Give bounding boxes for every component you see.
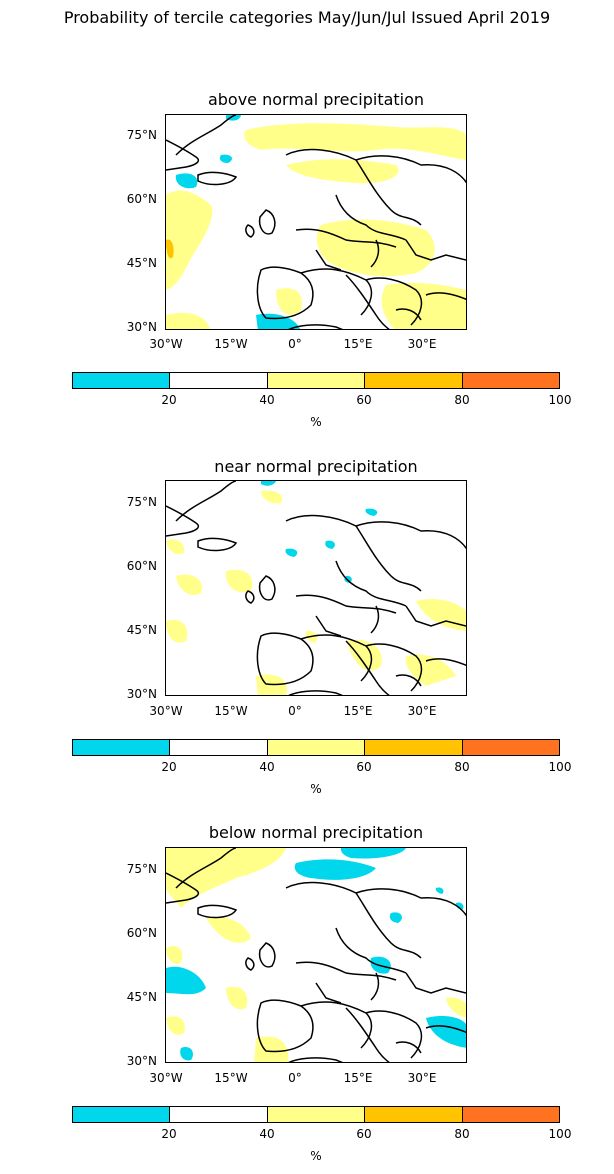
x-tick-30e: 30°E xyxy=(407,1071,437,1085)
colorbar-tick: 80 xyxy=(454,760,470,774)
colorbar-unit: % xyxy=(310,1149,322,1163)
x-tick-15e: 15°E xyxy=(343,337,373,351)
colorbar-tick: 80 xyxy=(454,393,470,407)
y-tick-75n: 75°N xyxy=(126,862,157,876)
colorbar-tick: 60 xyxy=(356,393,372,407)
y-tick-75n: 75°N xyxy=(126,495,157,509)
colorbar-tick: 20 xyxy=(161,1127,177,1141)
map-near-normal xyxy=(165,480,467,696)
x-tick-30w: 30°W xyxy=(149,1071,183,1085)
y-tick-30n: 30°N xyxy=(126,1054,157,1068)
x-tick-30w: 30°W xyxy=(149,337,183,351)
x-tick-15w: 15°W xyxy=(214,337,248,351)
x-tick-30e: 30°E xyxy=(407,704,437,718)
panel-title: near normal precipitation xyxy=(214,457,418,476)
colorbar-tick: 40 xyxy=(259,760,275,774)
colorbar-tick: 40 xyxy=(259,1127,275,1141)
colorbar-segment-60-80 xyxy=(365,373,463,388)
colorbar-segment-60-80 xyxy=(365,1107,463,1122)
colorbar-unit: % xyxy=(310,782,322,796)
colorbar-tick: 100 xyxy=(548,1127,572,1141)
colorbar-tick: 40 xyxy=(259,393,275,407)
colorbar-tick: 80 xyxy=(454,1127,470,1141)
colorbar-segment-80-100 xyxy=(462,373,560,388)
x-tick-15e: 15°E xyxy=(343,1071,373,1085)
colorbar-segment-80-100 xyxy=(462,1107,560,1122)
colorbar-segment-20-40 xyxy=(170,373,268,388)
panel-title: above normal precipitation xyxy=(207,90,425,109)
map-above-normal xyxy=(165,114,467,330)
figure-title: Probability of tercile categories May/Ju… xyxy=(63,8,551,27)
x-tick-30e: 30°E xyxy=(407,337,437,351)
colorbar-tick: 60 xyxy=(356,1127,372,1141)
y-tick-30n: 30°N xyxy=(126,320,157,334)
x-tick-30w: 30°W xyxy=(149,704,183,718)
colorbar-tick: 20 xyxy=(161,760,177,774)
colorbar-unit: % xyxy=(310,415,322,429)
colorbar-segment-0-20 xyxy=(73,1107,171,1122)
x-tick-0: 0° xyxy=(288,704,302,718)
y-tick-75n: 75°N xyxy=(126,128,157,142)
panel-title: below normal precipitation xyxy=(208,823,424,842)
y-tick-45n: 45°N xyxy=(126,623,157,637)
colorbar-segment-0-20 xyxy=(73,740,171,755)
y-tick-45n: 45°N xyxy=(126,256,157,270)
x-tick-0: 0° xyxy=(288,1071,302,1085)
colorbar-segment-20-40 xyxy=(170,1107,268,1122)
y-tick-60n: 60°N xyxy=(126,559,157,573)
x-tick-15w: 15°W xyxy=(214,1071,248,1085)
colorbar-segment-60-80 xyxy=(365,740,463,755)
colorbar-tick: 60 xyxy=(356,760,372,774)
colorbar-segment-0-20 xyxy=(73,373,171,388)
x-tick-15e: 15°E xyxy=(343,704,373,718)
colorbar-segment-40-60 xyxy=(267,1107,366,1122)
colorbar-tick: 20 xyxy=(161,393,177,407)
colorbar xyxy=(72,1106,560,1123)
colorbar-segment-80-100 xyxy=(462,740,560,755)
colorbar xyxy=(72,372,560,389)
colorbar xyxy=(72,739,560,756)
colorbar-segment-20-40 xyxy=(170,740,268,755)
colorbar-segment-40-60 xyxy=(267,373,366,388)
y-tick-30n: 30°N xyxy=(126,687,157,701)
colorbar-tick: 100 xyxy=(548,393,572,407)
y-tick-60n: 60°N xyxy=(126,926,157,940)
map-below-normal xyxy=(165,847,467,1063)
colorbar-segment-40-60 xyxy=(267,740,366,755)
x-tick-15w: 15°W xyxy=(214,704,248,718)
colorbar-tick: 100 xyxy=(548,760,572,774)
x-tick-0: 0° xyxy=(288,337,302,351)
y-tick-45n: 45°N xyxy=(126,990,157,1004)
y-tick-60n: 60°N xyxy=(126,192,157,206)
